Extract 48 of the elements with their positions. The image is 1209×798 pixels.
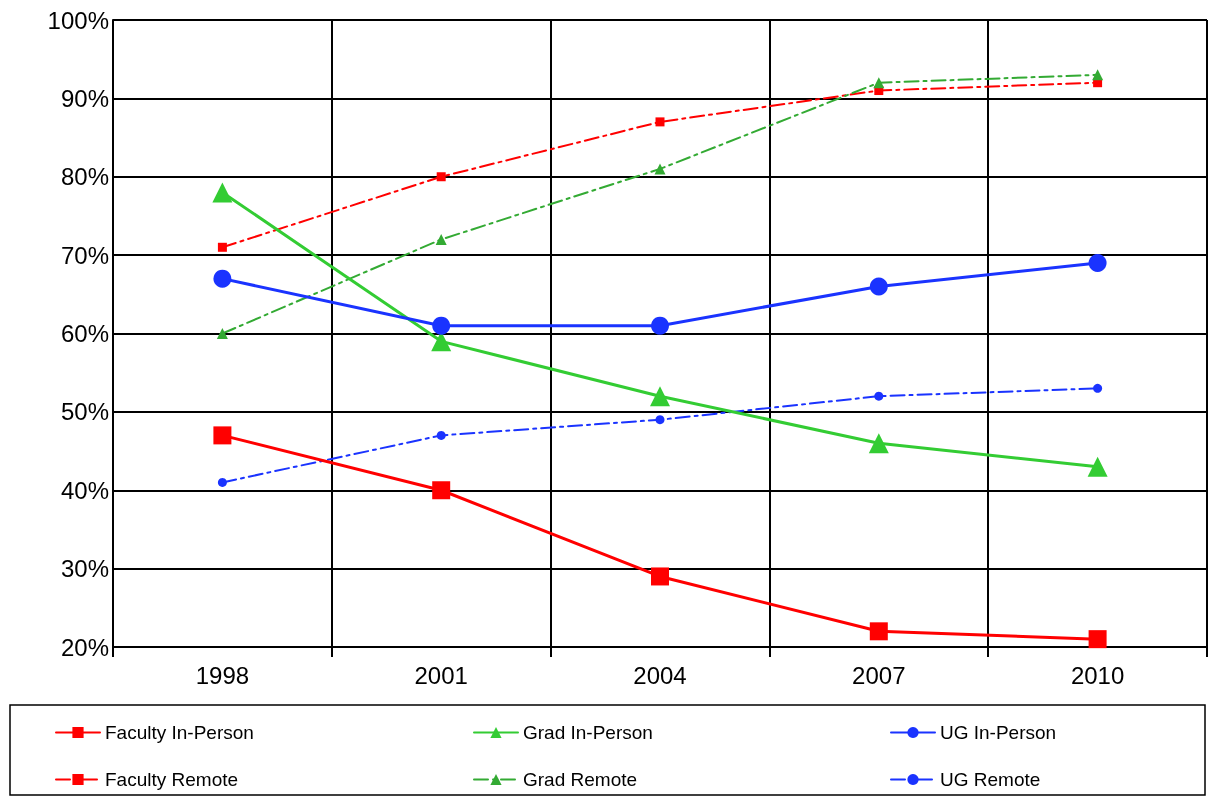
point — [217, 477, 227, 487]
y-tick-label: 20% — [60, 633, 109, 661]
point — [654, 163, 666, 175]
legend-label: Faculty In-Person — [105, 722, 254, 743]
point — [212, 182, 233, 203]
point — [874, 391, 884, 401]
x-tick-label: 2007 — [852, 661, 906, 689]
point — [651, 316, 669, 335]
y-tick-label: 80% — [60, 163, 109, 191]
point — [436, 430, 446, 440]
point — [213, 269, 232, 288]
y-tick-label: 50% — [60, 398, 109, 426]
legend-label: UG Remote — [940, 769, 1041, 790]
point — [650, 386, 670, 407]
point — [436, 172, 446, 182]
point — [1088, 630, 1107, 649]
point — [1088, 253, 1107, 272]
y-tick-label: 60% — [60, 320, 109, 347]
y-tick-label: 100% — [47, 6, 109, 34]
point — [655, 117, 665, 127]
y-tick-label: 30% — [60, 555, 109, 583]
point — [435, 233, 447, 245]
x-tick-label: 2010 — [1070, 661, 1125, 689]
point — [651, 567, 669, 586]
point — [431, 331, 452, 352]
x-tick-label: 2001 — [414, 661, 468, 689]
point — [655, 415, 665, 425]
x-tick-label: 2004 — [633, 661, 687, 689]
point — [1087, 456, 1108, 477]
legend-label: UG In-Person — [940, 722, 1057, 743]
point — [213, 426, 232, 445]
point — [1093, 383, 1103, 393]
point — [216, 328, 228, 339]
point — [1092, 69, 1104, 81]
point — [868, 433, 889, 454]
point — [869, 622, 888, 641]
legend-label: Faculty Remote — [105, 769, 239, 790]
point — [217, 242, 227, 252]
y-tick-label: 90% — [60, 84, 109, 112]
x-tick-label: 1998 — [195, 661, 250, 689]
y-tick-label: 70% — [60, 241, 109, 269]
y-tick-label: 40% — [60, 476, 109, 504]
point — [432, 316, 451, 335]
point — [873, 77, 885, 89]
point — [869, 277, 888, 296]
point — [432, 481, 451, 500]
legend-label: Grad Remote — [523, 769, 638, 790]
legend-label: Grad In-Person — [523, 722, 653, 743]
